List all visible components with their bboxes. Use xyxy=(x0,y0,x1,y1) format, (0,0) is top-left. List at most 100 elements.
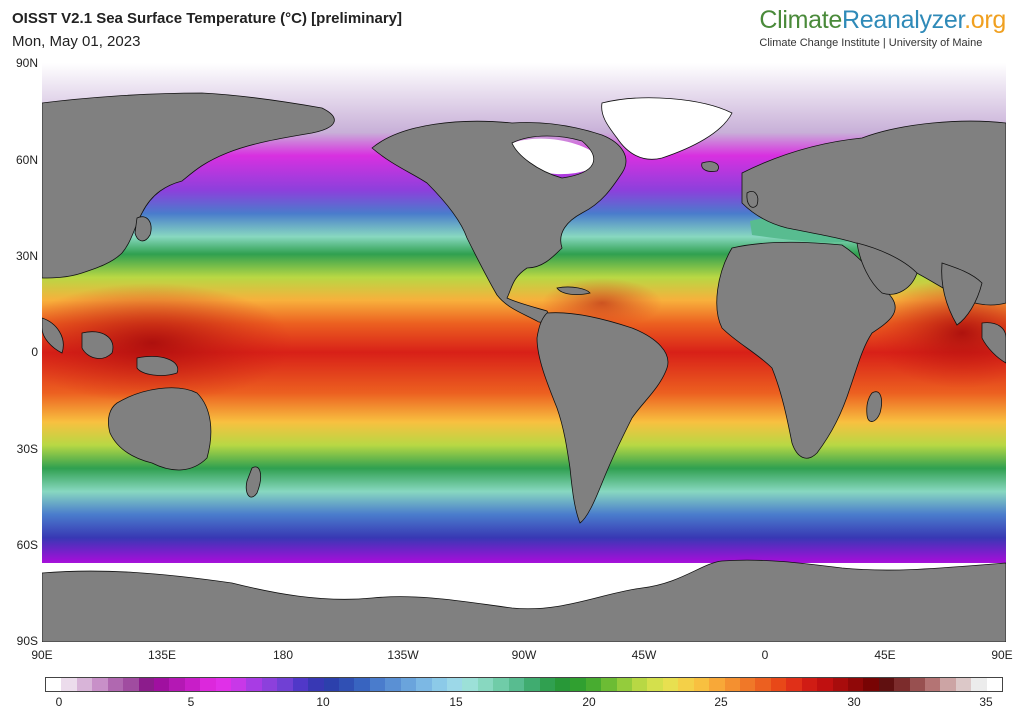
colorbar-tick-5: 5 xyxy=(187,695,195,709)
land-british-isles xyxy=(746,190,759,208)
land-australia xyxy=(108,387,212,471)
colorbar-swatch xyxy=(632,678,648,691)
colorbar-swatch xyxy=(724,678,740,691)
land-antarctica xyxy=(42,559,1006,642)
colorbar-swatch xyxy=(107,678,124,691)
lon-label-135e: 135E xyxy=(147,648,177,662)
lat-label-30n: 30N xyxy=(15,249,38,263)
colorbar-swatch xyxy=(292,678,309,691)
land-iceland xyxy=(701,161,719,172)
colorbar-swatch xyxy=(339,678,355,691)
colorbar-swatch xyxy=(508,678,525,691)
lon-label-135w: 135W xyxy=(387,648,419,662)
colorbar-swatch xyxy=(616,678,633,691)
warm-pool-west-pacific xyxy=(42,283,292,403)
lat-label-60s: 60S xyxy=(16,538,38,552)
colorbar-swatch xyxy=(817,678,833,691)
sst-map[interactable] xyxy=(42,63,1006,642)
brand-logo[interactable]: ClimateReanalyzer.org xyxy=(759,6,1006,35)
land-new-guinea xyxy=(136,356,179,376)
colorbar-swatch xyxy=(524,678,540,691)
colorbar-swatch xyxy=(76,678,93,691)
land-north-america xyxy=(371,120,627,323)
map-title: OISST V2.1 Sea Surface Temperature (°C) … xyxy=(12,10,403,27)
colorbar-swatch xyxy=(709,678,725,691)
lon-label-90w: 90W xyxy=(511,648,537,662)
land-eurasia-west xyxy=(42,92,335,279)
colorbar-swatch xyxy=(123,678,139,691)
lon-label-45w: 45W xyxy=(631,648,657,662)
land-africa xyxy=(716,241,896,459)
colorbar-swatch xyxy=(153,678,170,691)
colorbar-swatch xyxy=(940,678,956,691)
land-greenland xyxy=(601,97,733,160)
colorbar-swatch xyxy=(369,678,386,691)
colorbar-swatch xyxy=(184,678,201,691)
land-east-indies-right xyxy=(981,322,1006,364)
lon-label-90e-right: 90E xyxy=(991,648,1013,662)
land-japan xyxy=(134,216,152,242)
colorbar-tick-30: 30 xyxy=(847,695,861,709)
colorbar-swatch xyxy=(755,678,771,691)
colorbar-swatch xyxy=(169,678,185,691)
colorbar-swatch xyxy=(878,678,895,691)
colorbar-swatch xyxy=(601,678,617,691)
land-india xyxy=(941,262,983,326)
lon-label-90e-left: 90E xyxy=(31,648,53,662)
colorbar-swatch xyxy=(770,678,787,691)
colorbar-swatch xyxy=(971,678,987,691)
brand-name-part1: Climate xyxy=(759,6,843,34)
colorbar-swatch xyxy=(431,678,447,691)
colorbar-swatch xyxy=(554,678,571,691)
colorbar-swatch xyxy=(894,678,910,691)
lon-label-45e: 45E xyxy=(874,648,896,662)
colorbar-swatch xyxy=(400,678,417,691)
colorbar-swatch xyxy=(261,678,278,691)
colorbar-tick-15: 15 xyxy=(449,695,463,709)
colorbar-swatch xyxy=(570,678,586,691)
lon-label-180: 180 xyxy=(272,648,294,662)
land-south-america xyxy=(536,312,669,524)
lat-label-0: 0 xyxy=(31,345,38,359)
lat-label-30s: 30S xyxy=(16,442,38,456)
colorbar-swatch xyxy=(477,678,494,691)
colorbar-swatch xyxy=(739,678,756,691)
colorbar-swatch xyxy=(493,678,509,691)
colorbar-swatch xyxy=(678,678,694,691)
land-caribbean xyxy=(556,286,591,295)
colorbar-swatch xyxy=(693,678,710,691)
land-new-zealand xyxy=(245,466,262,498)
lat-label-60n: 60N xyxy=(15,153,38,167)
colorbar-tick-0: 0 xyxy=(55,695,63,709)
colorbar-swatch xyxy=(925,678,941,691)
colorbar-swatch xyxy=(416,678,432,691)
colorbar-swatch xyxy=(585,678,602,691)
brand-name-part2: Reanalyzer xyxy=(842,6,965,34)
colorbar-swatch xyxy=(446,678,463,691)
land-arabia xyxy=(856,242,918,295)
colorbar-swatch xyxy=(92,678,108,691)
lon-label-0: 0 xyxy=(761,648,769,662)
lat-label-90s: 90S xyxy=(16,634,38,648)
colorbar-tick-10: 10 xyxy=(316,695,330,709)
colorbar-swatch xyxy=(138,678,154,691)
colorbar-swatch xyxy=(863,678,879,691)
colorbar-swatch xyxy=(847,678,864,691)
colorbar-swatch xyxy=(61,678,77,691)
colorbar-tick-20: 20 xyxy=(582,695,596,709)
colorbar-swatch xyxy=(832,678,848,691)
colorbar-swatch xyxy=(539,678,555,691)
colorbar-tick-35: 35 xyxy=(979,695,993,709)
colorbar-swatch xyxy=(786,678,802,691)
colorbar-swatch xyxy=(662,678,679,691)
colorbar-swatch xyxy=(955,678,972,691)
brand-name-part3: .org xyxy=(964,6,1006,34)
colorbar-swatch xyxy=(986,678,1003,691)
colorbar-swatch xyxy=(231,678,247,691)
land-sumatra xyxy=(42,317,64,354)
colorbar-swatch xyxy=(308,678,324,691)
colorbar-swatch xyxy=(323,678,340,691)
colorbar-swatch xyxy=(462,678,478,691)
colorbar-swatch xyxy=(46,678,62,691)
colorbar-swatch xyxy=(215,678,232,691)
